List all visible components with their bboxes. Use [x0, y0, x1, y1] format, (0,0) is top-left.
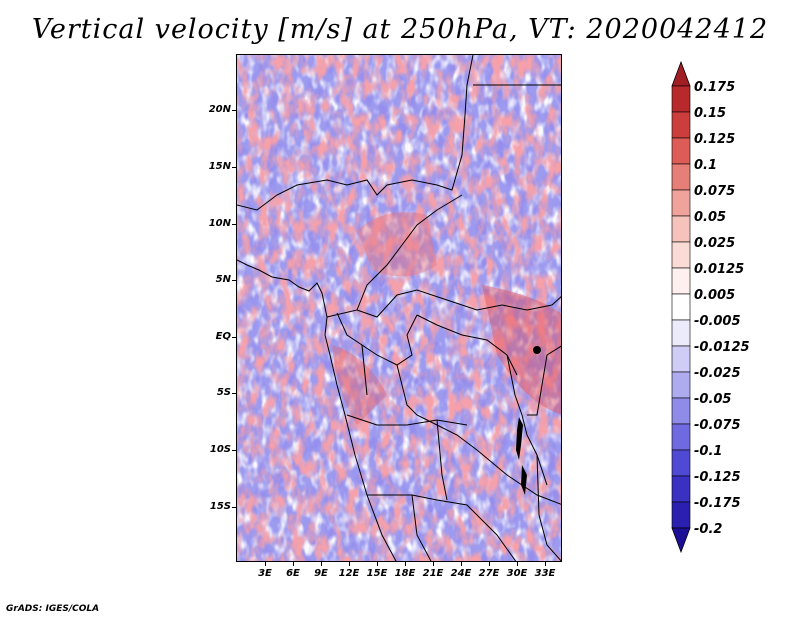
- x-tick-label: 24E: [450, 568, 472, 579]
- x-tick: [517, 562, 518, 566]
- x-tick: [461, 562, 462, 566]
- colorbar-segment: [671, 111, 691, 139]
- colorbar-label: 0.075: [694, 184, 736, 199]
- colorbar-segment: [671, 137, 691, 165]
- colorbar-segment: [671, 215, 691, 243]
- colorbar-segment: [671, 371, 691, 399]
- x-tick-label: 15E: [366, 568, 388, 579]
- colorbar-label: -0.175: [694, 496, 741, 511]
- x-tick-label: 33E: [534, 568, 556, 579]
- colorbar-label: 0.125: [694, 132, 736, 147]
- colorbar: [671, 60, 691, 554]
- colorbar-label: 0.05: [694, 210, 727, 225]
- x-tick-label: 9E: [314, 568, 328, 579]
- colorbar-segment: [671, 475, 691, 503]
- lakes: [516, 346, 541, 495]
- colorbar-label: 0.0125: [694, 262, 745, 277]
- y-tick: [232, 224, 236, 225]
- y-tick-label: 5S: [216, 387, 231, 398]
- colorbar-label: 0.005: [694, 288, 736, 303]
- colorbar-label: -0.05: [694, 392, 732, 407]
- colorbar-segment: [671, 501, 691, 529]
- x-tick-label: 27E: [478, 568, 500, 579]
- x-tick: [489, 562, 490, 566]
- map-panel: [236, 54, 562, 562]
- convection-cluster-central: [357, 212, 437, 277]
- convection-cluster-east: [482, 285, 561, 415]
- y-tick: [232, 337, 236, 338]
- x-tick-label: 12E: [338, 568, 360, 579]
- x-tick: [293, 562, 294, 566]
- x-tick: [433, 562, 434, 566]
- colorbar-label: 0.1: [694, 158, 718, 173]
- x-tick-label: 21E: [422, 568, 444, 579]
- y-tick-label: 10S: [209, 444, 231, 455]
- lake-victoria: [533, 346, 541, 354]
- y-tick-label: 5N: [215, 274, 231, 285]
- colorbar-segment: [671, 449, 691, 477]
- y-tick: [232, 110, 236, 111]
- lake-malawi: [521, 465, 527, 495]
- y-tick-label: 15N: [208, 161, 231, 172]
- x-tick: [545, 562, 546, 566]
- vertical-velocity-field: [237, 55, 561, 561]
- colorbar-segment: [671, 423, 691, 451]
- lake-tanganyika: [516, 417, 523, 460]
- colorbar-min-arrow: [671, 527, 691, 554]
- y-tick-label: 15S: [209, 501, 231, 512]
- colorbar-segment: [671, 267, 691, 295]
- field-rising-texture: [237, 55, 561, 561]
- x-tick: [377, 562, 378, 566]
- y-tick: [232, 280, 236, 281]
- chart-title: Vertical velocity [m/s] at 250hPa, VT: 2…: [31, 14, 769, 45]
- y-tick: [232, 507, 236, 508]
- colorbar-segment: [671, 241, 691, 269]
- colorbar-label: -0.2: [694, 522, 723, 537]
- y-tick-label: EQ: [215, 331, 231, 342]
- coastline-and-borders: [237, 55, 561, 561]
- y-tick: [232, 393, 236, 394]
- y-tick-label: 10N: [208, 218, 231, 229]
- x-tick-label: 6E: [286, 568, 300, 579]
- y-tick: [232, 450, 236, 451]
- colorbar-segment: [671, 319, 691, 347]
- x-tick-label: 3E: [258, 568, 272, 579]
- colorbar-label: -0.125: [694, 470, 741, 485]
- colorbar-label: -0.075: [694, 418, 741, 433]
- colorbar-segment: [671, 85, 691, 113]
- x-tick: [349, 562, 350, 566]
- colorbar-label: 0.15: [694, 106, 727, 121]
- colorbar-label: -0.1: [694, 444, 723, 459]
- x-tick: [321, 562, 322, 566]
- colorbar-segment: [671, 189, 691, 217]
- convection-cluster-west: [332, 345, 387, 425]
- colorbar-label: -0.0125: [694, 340, 750, 355]
- colorbar-segment: [671, 163, 691, 191]
- grads-credit: GrADS: IGES/COLA: [6, 604, 100, 614]
- x-tick: [265, 562, 266, 566]
- colorbar-segment: [671, 345, 691, 373]
- colorbar-label: -0.025: [694, 366, 741, 381]
- colorbar-max-arrow: [671, 60, 691, 87]
- colorbar-segment: [671, 293, 691, 321]
- x-tick-label: 18E: [394, 568, 416, 579]
- x-tick-label: 30E: [506, 568, 528, 579]
- colorbar-label: 0.025: [694, 236, 736, 251]
- y-tick-label: 20N: [208, 104, 231, 115]
- colorbar-segment: [671, 397, 691, 425]
- y-tick: [232, 167, 236, 168]
- colorbar-label: 0.175: [694, 80, 736, 95]
- x-tick: [405, 562, 406, 566]
- colorbar-label: -0.005: [694, 314, 741, 329]
